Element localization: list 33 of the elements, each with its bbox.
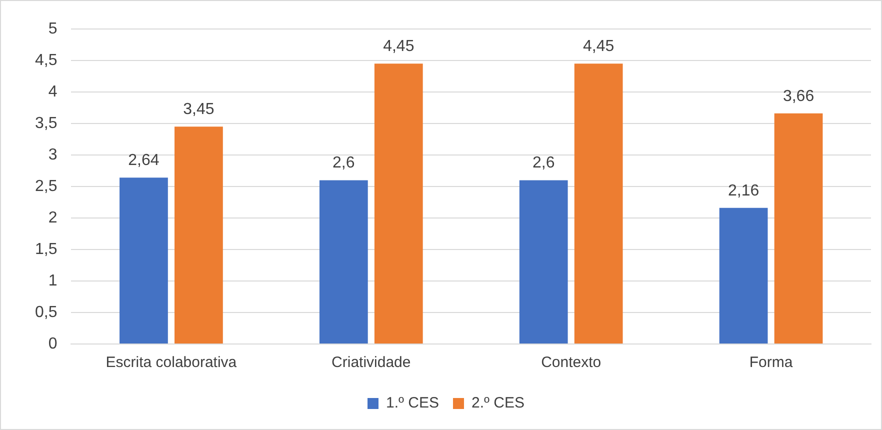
- y-tick-label: 2,5: [34, 178, 58, 195]
- bar: [120, 178, 168, 344]
- bar: [319, 180, 368, 344]
- bar: [719, 208, 768, 344]
- data-label: 2,16: [728, 182, 760, 200]
- y-tick-label: 1: [48, 272, 58, 290]
- x-tick-label: Forma: [749, 354, 794, 372]
- y-tick-label: 0,5: [34, 304, 58, 321]
- bar: [574, 64, 623, 344]
- y-tick-label: 3,5: [34, 114, 58, 132]
- data-label: 4,45: [383, 38, 414, 56]
- bar: [774, 113, 823, 344]
- bar: [174, 126, 223, 344]
- legend-label: 1.º CES: [386, 394, 439, 412]
- bar: [519, 180, 568, 344]
- data-label: 2,6: [332, 154, 355, 172]
- bar: [374, 64, 423, 344]
- x-tick-label: Criatividade: [332, 354, 411, 372]
- data-label: 2,64: [128, 152, 160, 170]
- y-tick-label: 1,5: [34, 240, 58, 258]
- legend-label: 2.º CES: [472, 394, 524, 412]
- y-tick-label: 4,5: [34, 52, 58, 69]
- y-tick-label: 2: [48, 209, 58, 226]
- y-tick-label: 5: [48, 20, 58, 38]
- y-tick-label: 3: [48, 146, 58, 164]
- y-tick-label: 4: [48, 83, 58, 100]
- data-label: 3,66: [782, 88, 814, 105]
- data-label: 2,6: [532, 154, 555, 172]
- data-label: 3,45: [183, 101, 214, 118]
- data-label: 4,45: [583, 38, 614, 56]
- x-tick-label: Escrita colaborativa: [106, 354, 238, 372]
- x-tick-label: Contexto: [541, 354, 602, 372]
- y-tick-label: 0: [48, 335, 58, 352]
